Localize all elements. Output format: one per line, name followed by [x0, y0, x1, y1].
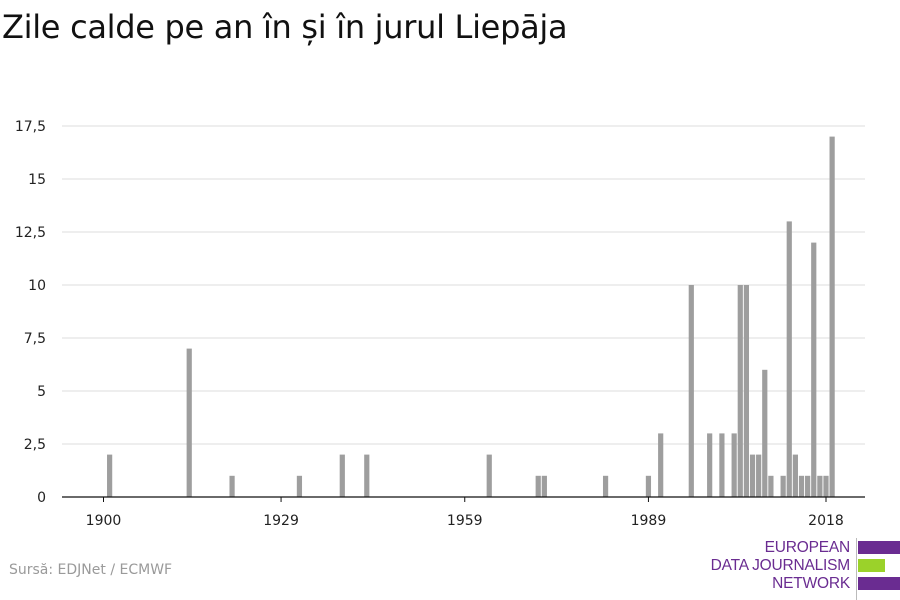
x-axis-labels: 1900 1929 1959 1989 2018 — [86, 513, 844, 529]
bar — [737, 285, 743, 497]
bar — [743, 285, 750, 497]
y-tick-label: 5 — [37, 384, 46, 400]
bar — [768, 475, 774, 497]
bar — [731, 433, 737, 497]
bar — [798, 475, 805, 497]
bar — [486, 454, 492, 497]
bar — [645, 475, 652, 497]
logo-line-european: EUROPEAN — [764, 539, 851, 556]
bar — [707, 433, 713, 497]
x-tick-label: 1959 — [447, 513, 483, 529]
bar — [756, 454, 762, 497]
y-axis-labels: 0 2,5 5 7,5 10 12,5 15 17,5 — [15, 119, 46, 506]
bar — [107, 454, 113, 497]
y-tick-label: 7,5 — [24, 331, 46, 347]
bar — [364, 454, 370, 497]
bars — [107, 136, 835, 497]
bar — [186, 348, 192, 497]
logo-line-data-journalism: DATA JOURNALISM — [710, 557, 851, 574]
logo-bar-middle — [858, 559, 885, 572]
bar — [811, 242, 817, 497]
edjnet-logo: EUROPEAN DATA JOURNALISM NETWORK — [700, 538, 900, 600]
bar — [786, 221, 792, 497]
bar — [535, 475, 541, 497]
bar — [229, 475, 235, 497]
x-tick-label: 1929 — [263, 513, 299, 529]
bar — [541, 475, 547, 497]
bar — [817, 475, 823, 497]
bar — [339, 454, 345, 497]
y-tick-label: 2,5 — [24, 437, 46, 453]
bar — [749, 454, 756, 497]
y-tick-label: 17,5 — [15, 119, 46, 135]
bar — [829, 136, 835, 497]
logo-bar-bottom — [858, 577, 900, 590]
bar — [658, 433, 664, 497]
x-tick-label: 2018 — [808, 513, 844, 529]
bar — [688, 285, 694, 497]
bar — [792, 454, 798, 497]
y-tick-label: 15 — [28, 172, 46, 188]
bar — [780, 475, 786, 497]
source-note: Sursă: EDJNet / ECMWF — [9, 562, 173, 578]
bar — [762, 369, 768, 497]
x-tick-label: 1989 — [631, 513, 667, 529]
bar — [602, 475, 609, 497]
x-tick-label: 1900 — [86, 513, 122, 529]
bar — [823, 475, 829, 497]
logo-divider — [856, 538, 857, 600]
logo-line-network: NETWORK — [772, 575, 850, 592]
bar — [296, 475, 303, 497]
bar — [805, 475, 811, 497]
bar — [719, 433, 725, 497]
chart-title: Zile calde pe an în și în jurul Liepāja — [2, 8, 568, 46]
x-axis — [62, 496, 865, 502]
y-tick-label: 10 — [28, 278, 46, 294]
y-tick-label: 0 — [37, 490, 46, 506]
y-tick-label: 12,5 — [15, 225, 46, 241]
logo-bar-top — [858, 541, 900, 554]
grid-lines — [62, 125, 865, 445]
